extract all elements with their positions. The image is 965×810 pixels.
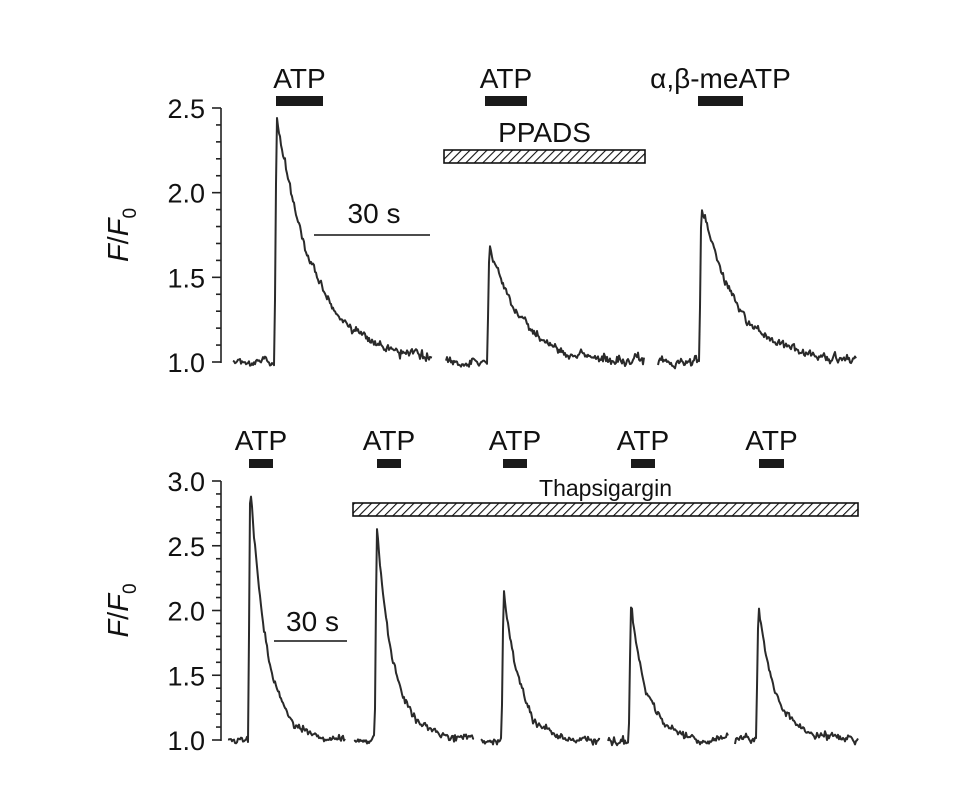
stimulus-bar	[698, 96, 743, 106]
stimulus-label: ATP	[273, 63, 325, 94]
stimulus-bar	[249, 459, 273, 468]
stimulus-bar	[759, 459, 784, 468]
y-tick-label: 3.0	[167, 467, 205, 497]
time-scale-label: 30 s	[286, 606, 339, 637]
stimulus-label: α,β-meATP	[650, 63, 791, 94]
fluorescence-trace	[734, 607, 859, 746]
y-tick-label: 2.5	[167, 94, 205, 124]
fluorescence-trace	[227, 495, 346, 745]
y-axis-label-sub: 0	[120, 583, 141, 594]
stimulus-label: ATP	[617, 425, 669, 456]
stimulus-label: ATP	[480, 63, 532, 94]
y-tick-label: 1.5	[167, 661, 205, 691]
fluorescence-trace	[353, 528, 475, 745]
y-axis-label-sep: /	[103, 235, 135, 244]
y-tick-label: 2.0	[167, 597, 205, 627]
y-axis-label: F/F0	[103, 583, 141, 637]
y-tick-label: 2.5	[167, 532, 205, 562]
stimulus-label: ATP	[363, 425, 415, 456]
time-scale-label: 30 s	[348, 198, 401, 229]
stimulus-label: ATP	[745, 425, 797, 456]
fluorescence-trace	[657, 209, 857, 370]
drug-label: PPADS	[498, 117, 591, 148]
y-axis-label: F/F0	[103, 208, 141, 262]
y-tick-label: 1.0	[167, 726, 205, 756]
fluorescence-trace	[232, 117, 433, 367]
stimulus-bar	[276, 96, 323, 106]
y-tick-label: 1.5	[167, 263, 205, 293]
stimulus-bar	[631, 459, 655, 468]
y-tick-label: 2.0	[167, 179, 205, 209]
drug-label: Thapsigargin	[539, 475, 672, 501]
fluorescence-trace	[445, 245, 645, 368]
stimulus-label: ATP	[235, 425, 287, 456]
fluorescence-trace	[607, 606, 729, 747]
y-axis-label-main: F	[103, 242, 135, 262]
stimulus-bar	[485, 96, 527, 106]
stimulus-label: ATP	[489, 425, 541, 456]
stimulus-bar	[503, 459, 527, 468]
fluorescence-trace	[480, 590, 601, 746]
y-axis-label-sub: 0	[120, 208, 141, 219]
y-axis-label-var: F	[103, 216, 135, 236]
y-tick-label: 1.0	[167, 348, 205, 378]
y-axis-label-var: F	[103, 592, 135, 612]
stimulus-bar	[377, 459, 401, 468]
y-axis-label-main: F	[103, 618, 135, 638]
drug-application-bar	[352, 502, 859, 517]
y-axis-label-sep: /	[103, 611, 135, 620]
drug-application-bar	[443, 149, 646, 164]
